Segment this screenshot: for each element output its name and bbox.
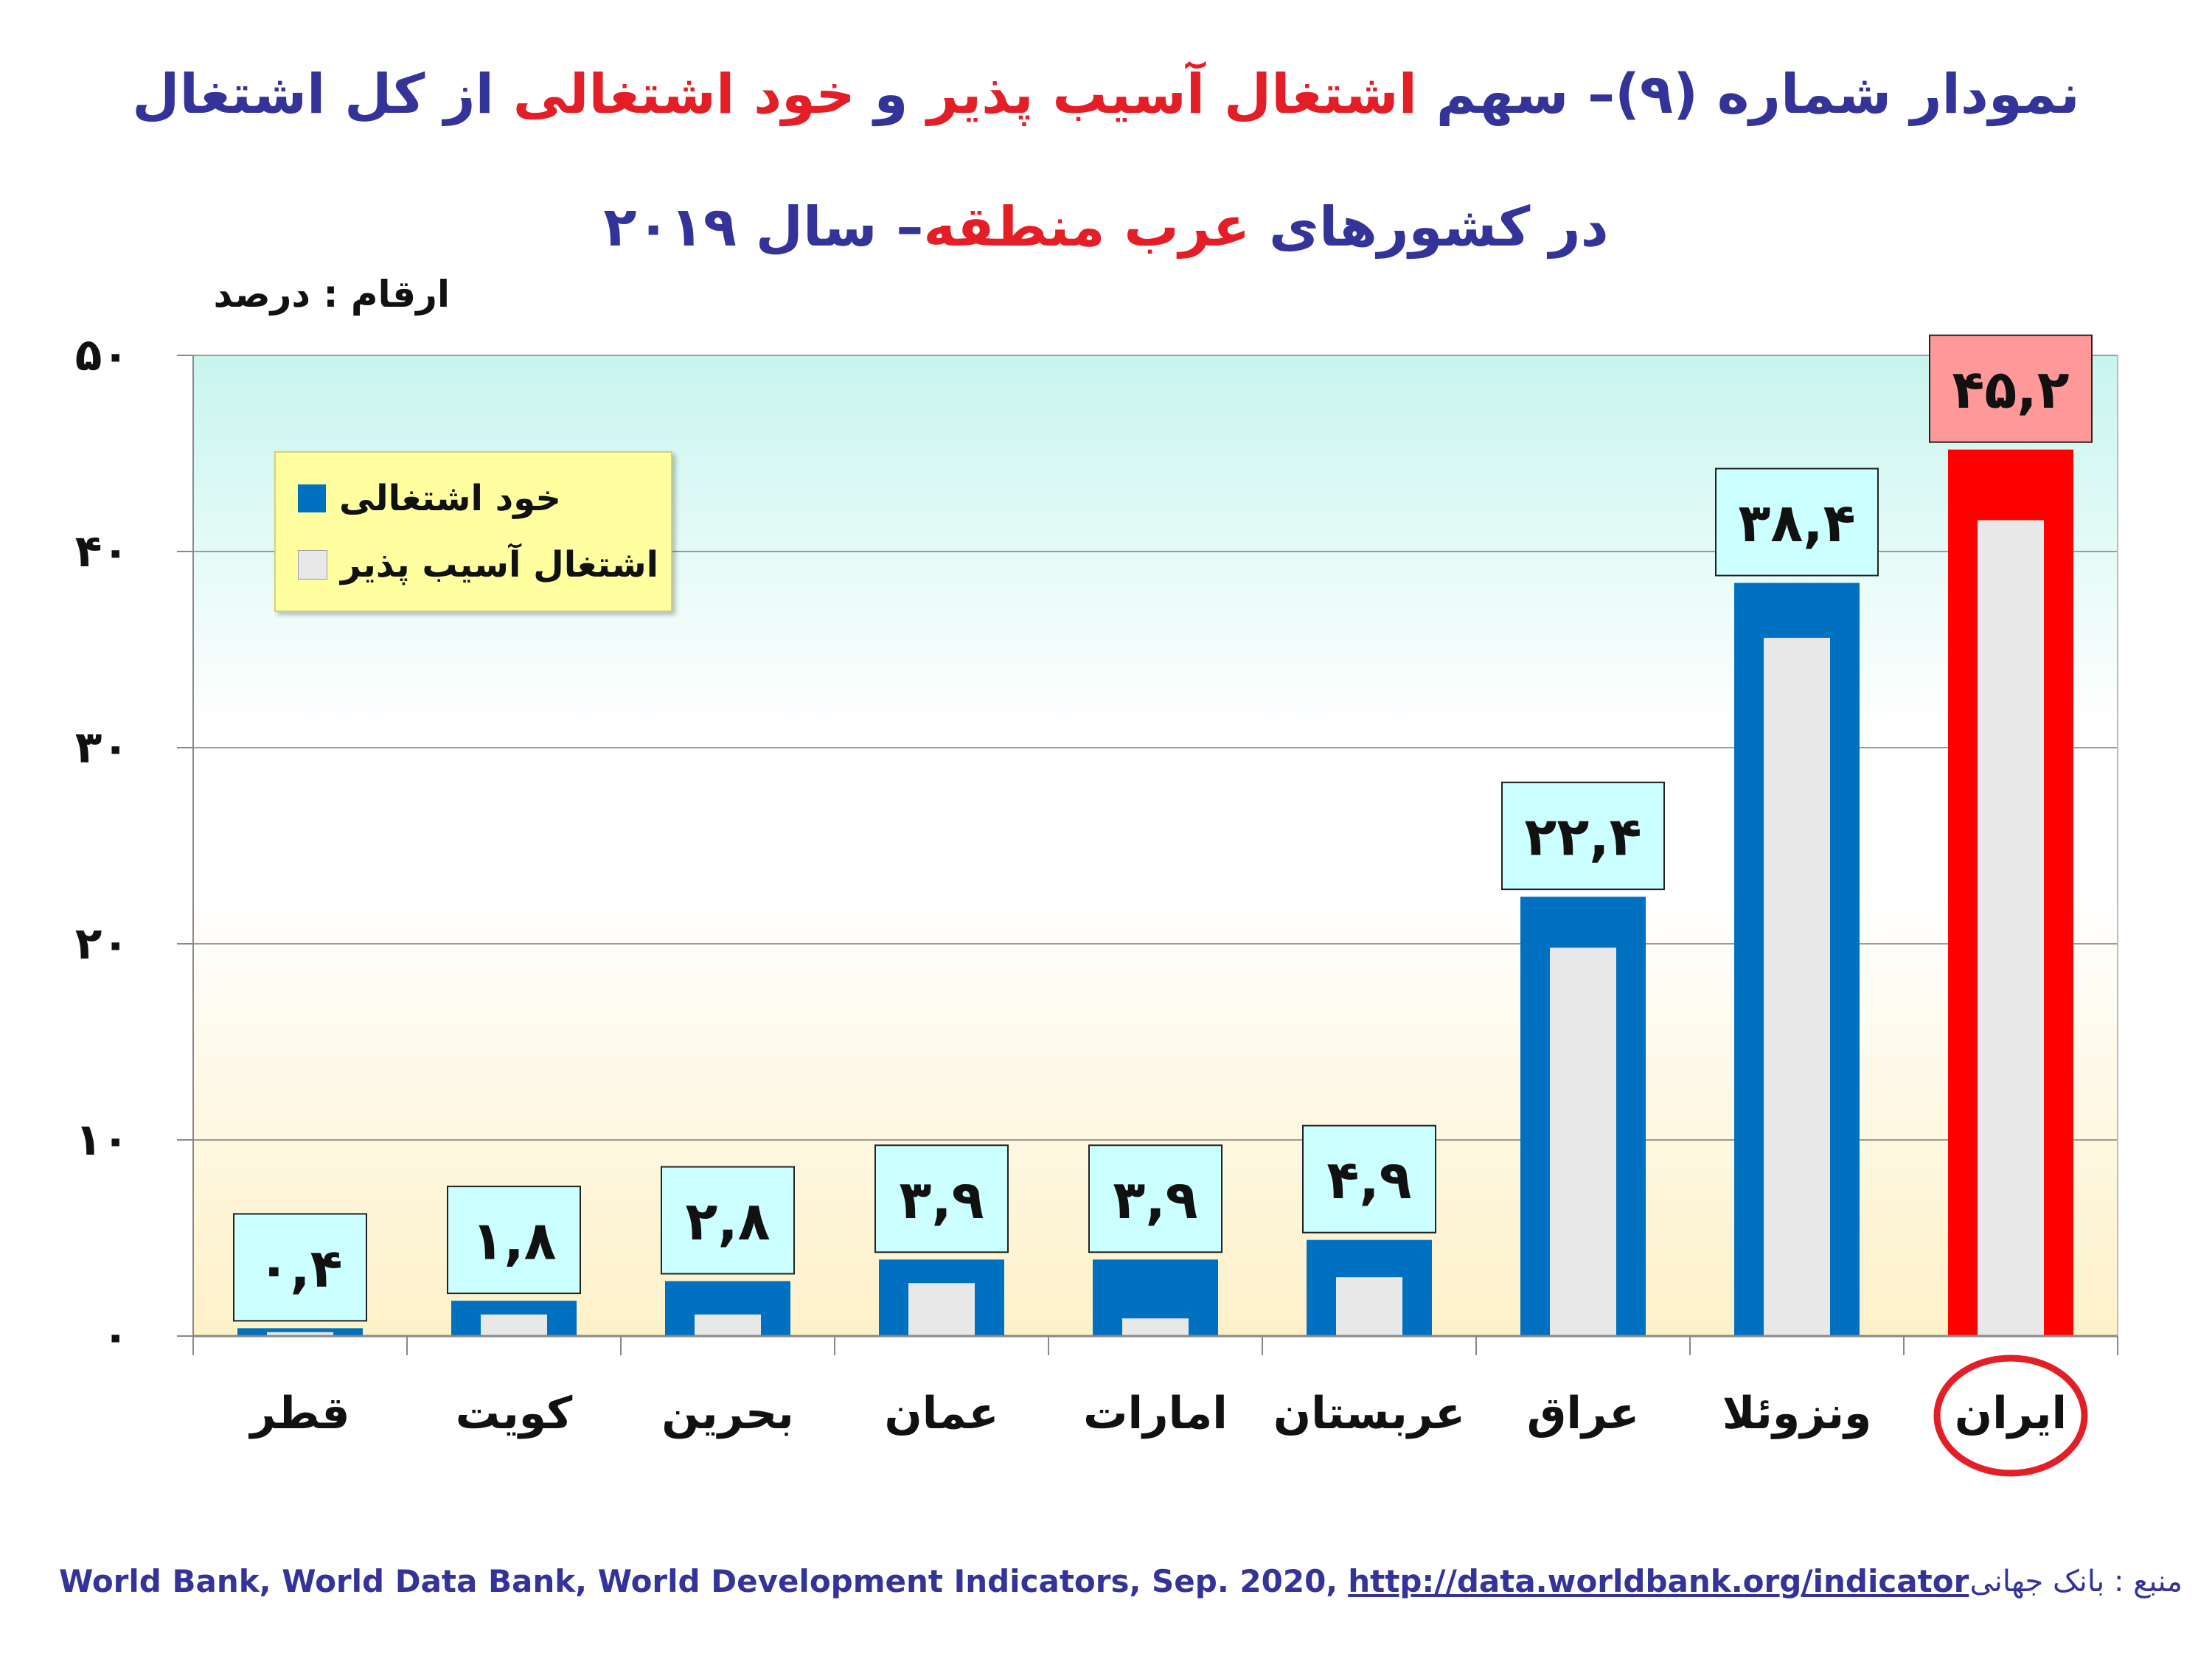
bar-vulnerable-employment <box>1336 1277 1402 1336</box>
data-label: ۴۵,۲ <box>1952 358 2069 420</box>
bar-vulnerable-employment <box>1550 947 1616 1336</box>
legend-swatch-self-employment <box>298 484 326 512</box>
y-tick-label: ۳۰ <box>75 722 129 773</box>
source-text: World Bank, World Data Bank, World Devel… <box>59 1563 1338 1599</box>
bar-vulnerable-employment <box>1978 520 2044 1337</box>
x-tick-label: ایران <box>1955 1388 2067 1439</box>
bar-chart: ۰ ۱۰ ۲۰ ۳۰ ۴۰ ۵۰ ۰,۴ ۱,۸ ۲,۸ ۳,۹ ۳,۹ ۴,۹ ۲۲,۴ ۳۸,۴ ۴۵… <box>75 330 2118 1477</box>
bar-vulnerable-employment <box>481 1314 547 1336</box>
legend-swatch-vulnerable-employment <box>298 550 327 580</box>
x-tick-label: بحرین <box>661 1388 794 1439</box>
data-label-box <box>233 1213 367 1322</box>
y-tick-label: ۴۰ <box>75 526 129 577</box>
title-segment: خود اشتغالی <box>512 63 855 126</box>
y-tick-label: ۰ <box>102 1310 129 1362</box>
bar-vulnerable-employment <box>267 1332 333 1336</box>
legend-label-vulnerable-employment: اشتغال آسیب پذیر <box>341 544 659 585</box>
legend: خود اشتغالی اشتغال آسیب پذیر <box>274 451 672 612</box>
x-tick-label: ونزوئلا <box>1722 1388 1872 1439</box>
bars: ۰,۴ ۱,۸ ۲,۸ ۳,۹ ۳,۹ ۴,۹ ۲۲,۴ ۳۸,۴ ۴۵,۲ <box>233 334 2093 1337</box>
title-segment: در کشورهای <box>1250 195 1609 259</box>
source-note: World Bank, World Data Bank, World Devel… <box>59 1563 2183 1599</box>
data-label: ۰,۴ <box>257 1237 342 1299</box>
data-label-box <box>874 1144 1009 1253</box>
bar-vulnerable-employment <box>1764 638 1830 1336</box>
data-label: ۱,۸ <box>471 1210 556 1272</box>
x-tick-label: عراق <box>1527 1388 1640 1439</box>
title-segment: و <box>855 63 928 126</box>
highlight-circle <box>1933 1354 2088 1477</box>
y-tick-label: ۲۰ <box>75 918 129 970</box>
bar-self-employment <box>237 1328 363 1336</box>
x-tick-label: عربستان <box>1273 1388 1465 1439</box>
title-segment: عرب منطقه <box>923 195 1251 259</box>
data-label-box <box>1929 334 2093 443</box>
data-label: ۳,۹ <box>1113 1169 1197 1231</box>
title-segment: – سال ۲۰۱۹ <box>603 195 924 259</box>
bar-vulnerable-employment <box>1122 1318 1189 1336</box>
x-tick-label: عمان <box>885 1388 999 1439</box>
data-label: ۲۲,۴ <box>1524 806 1641 868</box>
x-tick-label: کویت <box>456 1388 573 1439</box>
data-label-box <box>447 1186 581 1295</box>
y-axis: ۰ ۱۰ ۲۰ ۳۰ ۴۰ ۵۰ <box>75 330 2118 1362</box>
title-segment: از کل اشتغال <box>132 63 513 126</box>
chart-title-line1: نمودار شماره (۹)– سهم اشتغال آسیب پذیر و… <box>0 63 2212 126</box>
x-tick-label: قطر <box>248 1388 349 1439</box>
unit-label: ارقام : درصد <box>213 273 450 316</box>
legend-label-self-employment: خود اشتغالی <box>339 478 561 519</box>
title-segment: اشتغال آسیب پذیر <box>927 63 1417 126</box>
data-label: ۲,۸ <box>685 1190 770 1252</box>
data-label-box <box>1302 1124 1436 1234</box>
data-label-box <box>1501 782 1665 891</box>
bar-vulnerable-employment <box>695 1314 761 1336</box>
data-label-box <box>661 1166 795 1275</box>
data-label: ۳,۹ <box>899 1169 984 1231</box>
data-label: ۴,۹ <box>1326 1149 1411 1211</box>
source-link[interactable]: http://data.worldbank.org/indicator <box>1348 1563 1969 1599</box>
data-label-box <box>1088 1144 1222 1253</box>
x-tick-label: امارات <box>1083 1388 1228 1439</box>
legend-item-self-employment: خود اشتغالی <box>298 469 561 528</box>
y-tick-label: ۵۰ <box>75 330 129 381</box>
data-label-box <box>1715 467 1879 577</box>
y-tick-label: ۱۰ <box>75 1114 129 1166</box>
title-segment: نمودار شماره (۹)– سهم <box>1416 63 2080 126</box>
legend-item-vulnerable-employment: اشتغال آسیب پذیر <box>298 535 658 594</box>
data-label: ۳۸,۴ <box>1738 492 1855 554</box>
chart-title-line2: در کشورهای عرب منطقه– سال ۲۰۱۹ <box>0 195 2212 259</box>
x-axis: قطر کویت بحرین عمان امارات عربستان عراق ونزوئلا… <box>192 1335 2118 1477</box>
bar-vulnerable-employment <box>908 1283 975 1336</box>
source-label-fa: منبع : بانک جهانی <box>1969 1564 2183 1599</box>
